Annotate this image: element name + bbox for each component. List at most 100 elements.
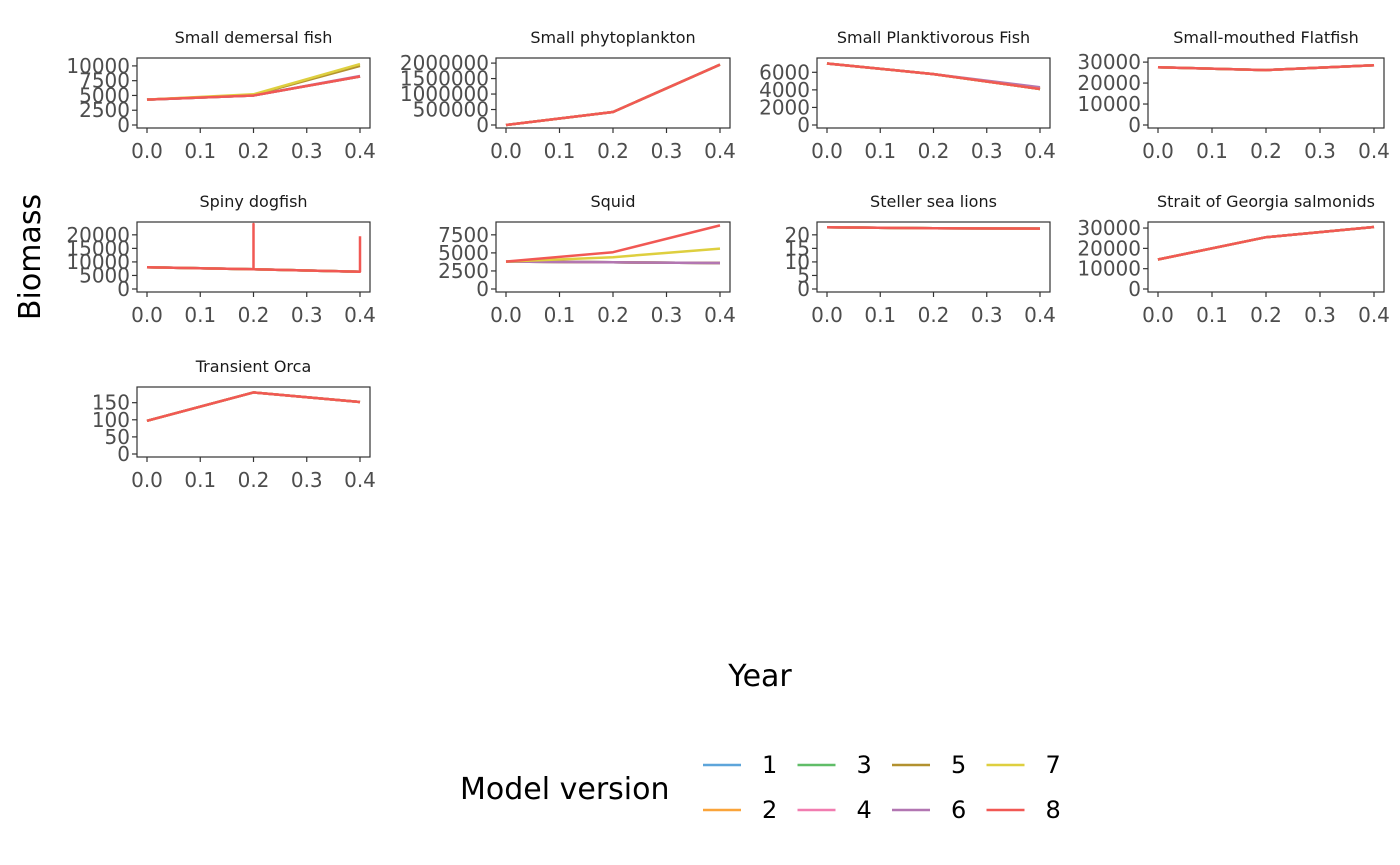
x-tick-label: 0.2 (238, 303, 270, 327)
y-tick-label: 0 (1128, 277, 1141, 301)
x-tick-label: 0.2 (238, 139, 270, 163)
series-line-8 (1157, 225, 1375, 261)
y-tick-label: 2000000 (400, 51, 489, 75)
series-group (146, 222, 362, 273)
legend-label: 2 (762, 796, 777, 824)
x-tick-label: 0.3 (291, 139, 323, 163)
panel-title: Small Planktivorous Fish (837, 28, 1030, 47)
x-tick-label: 0.4 (1358, 139, 1390, 163)
y-tick-label: 6000 (759, 60, 810, 84)
y-tick-label: 2500 (438, 259, 489, 283)
legend-label: 6 (951, 796, 966, 824)
series-line-6 (505, 260, 721, 265)
panel-title: Steller sea lions (870, 192, 997, 211)
series-line-4 (1157, 225, 1375, 261)
y-tick-label: 15 (785, 236, 810, 260)
series-group (1157, 225, 1375, 261)
y-tick-label: 150 (92, 391, 130, 415)
panel-border (816, 57, 1051, 129)
x-tick-label: 0.4 (344, 303, 376, 327)
x-tick-label: 0.3 (291, 468, 323, 492)
y-tick-label: 1000000 (400, 82, 489, 106)
series-line-3 (146, 391, 361, 423)
x-tick-label: 0.0 (1142, 303, 1174, 327)
x-tick-label: 0.0 (811, 303, 843, 327)
series-group (826, 62, 1041, 91)
series-line-7 (1157, 225, 1375, 261)
x-tick-label: 0.4 (344, 468, 376, 492)
panel: Small phytoplankton 050000010000001500000… (400, 28, 736, 163)
x-tick-label: 0.3 (1304, 303, 1336, 327)
series-group (1157, 63, 1375, 72)
series-line-3 (1157, 225, 1375, 261)
legend-title: Model version (460, 772, 670, 807)
panel-title: Small-mouthed Flatfish (1173, 28, 1359, 47)
panel-title: Squid (590, 192, 635, 211)
x-tick-label: 0.4 (704, 139, 736, 163)
legend: Model version 1 2 3 4 5 6 7 8 (460, 751, 1061, 824)
y-tick-label: 20000 (66, 223, 130, 247)
panels: Small demersal fish0250050007500100000.0… (66, 28, 1390, 492)
legend-label: 7 (1046, 751, 1061, 779)
y-tick-label: 1500000 (400, 67, 489, 91)
series-line-6 (146, 391, 361, 423)
series-line-1 (146, 391, 361, 423)
y-tick-label: 7500 (79, 69, 130, 93)
x-tick-label: 0.1 (544, 303, 576, 327)
y-tick-label: 7500 (438, 223, 489, 247)
series-line-8 (826, 226, 1041, 230)
x-tick-label: 0.2 (1250, 303, 1282, 327)
series-group (146, 391, 361, 423)
panel-border (495, 57, 731, 129)
x-tick-label: 0.4 (1358, 303, 1390, 327)
x-tick-label: 0.1 (184, 303, 216, 327)
legend-label: 3 (857, 751, 872, 779)
panel-title: Transient Orca (195, 357, 312, 376)
y-tick-label: 10000 (66, 54, 130, 78)
y-tick-label: 5 (797, 263, 810, 287)
y-tick-label: 10000 (66, 250, 130, 274)
x-tick-label: 0.1 (1196, 303, 1228, 327)
series-line-7 (146, 391, 361, 423)
y-tick-label: 30000 (1077, 216, 1141, 240)
x-tick-label: 0.2 (918, 303, 950, 327)
y-tick-label: 0 (476, 277, 489, 301)
panel: Strait of Georgia salmonids 0100002000030… (1077, 192, 1390, 327)
y-tick-label: 0 (117, 442, 130, 466)
x-tick-label: 0.0 (131, 468, 163, 492)
x-tick-label: 0.2 (597, 139, 629, 163)
x-tick-label: 0.1 (544, 139, 576, 163)
x-tick-label: 0.3 (971, 303, 1003, 327)
series-line-6 (505, 63, 721, 127)
y-tick-label: 5000 (438, 241, 489, 265)
y-tick-label: 50 (105, 425, 130, 449)
panel-border (816, 221, 1051, 293)
x-tick-label: 0.0 (490, 139, 522, 163)
x-axis-title: Year (727, 659, 792, 694)
y-tick-label: 0 (476, 113, 489, 137)
legend-label: 8 (1046, 796, 1061, 824)
x-tick-label: 0.1 (184, 139, 216, 163)
panel-title: Small demersal fish (175, 28, 333, 47)
y-tick-label: 2000 (759, 95, 810, 119)
x-tick-label: 0.0 (131, 139, 163, 163)
x-tick-label: 0.1 (1196, 139, 1228, 163)
series-line-8 (505, 224, 721, 263)
x-tick-label: 0.3 (651, 303, 683, 327)
x-tick-label: 0.2 (918, 139, 950, 163)
series-line-5 (505, 63, 721, 127)
series-group (505, 224, 721, 265)
x-tick-label: 0.2 (597, 303, 629, 327)
x-tick-label: 0.0 (490, 303, 522, 327)
x-tick-label: 0.1 (184, 468, 216, 492)
series-line-4 (505, 63, 721, 127)
x-tick-label: 0.0 (811, 139, 843, 163)
x-tick-label: 0.1 (864, 303, 896, 327)
y-tick-label: 20000 (1077, 71, 1141, 95)
